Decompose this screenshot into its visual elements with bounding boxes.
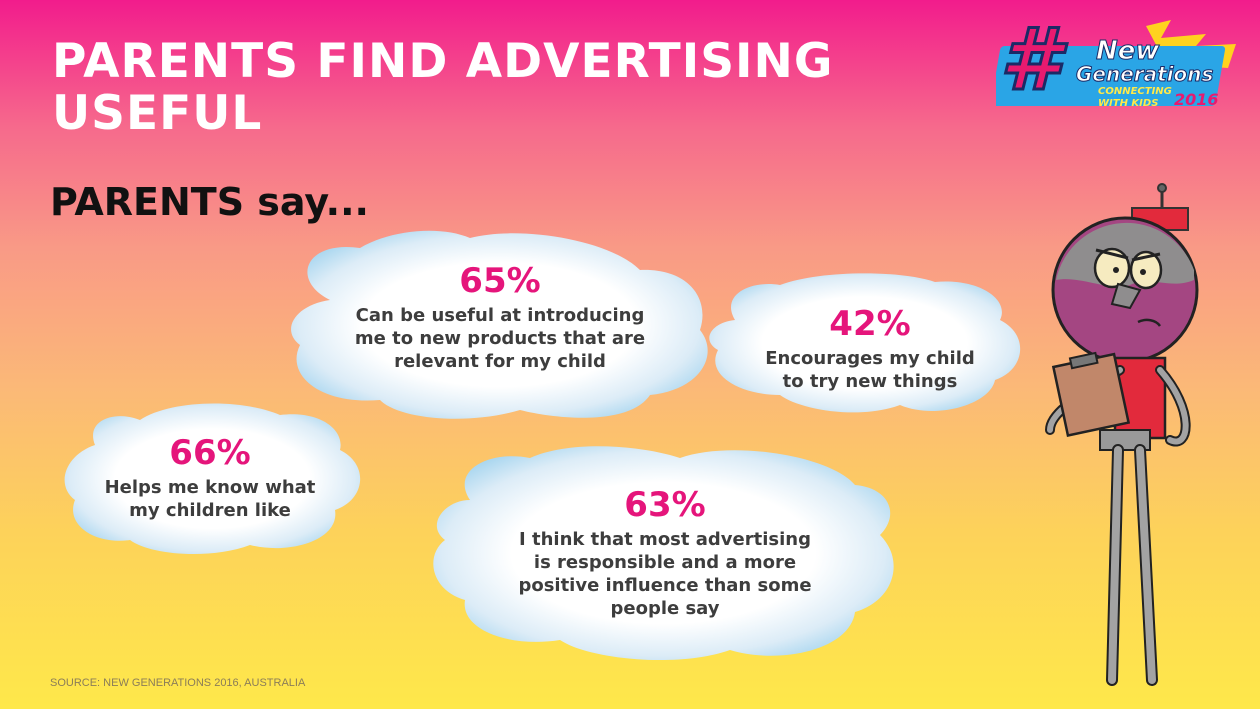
slide-subtitle: PARENTS say...	[50, 180, 369, 224]
cloud-text-line: is responsible and a more	[533, 552, 797, 573]
logo-connecting: CONNECTING	[1098, 86, 1172, 97]
source-note: SOURCE: NEW GENERATIONS 2016, AUSTRALIA	[50, 677, 306, 689]
new-generations-logo: # New Generations CONNECTING WITH KIDS 2…	[996, 9, 1241, 116]
cloud-66: 66% Helps me know what my children like	[80, 434, 340, 522]
logo-new: New	[1095, 36, 1160, 67]
cloud-text-line: positive influence than some	[518, 575, 812, 596]
slide-title: PARENTS FIND ADVERTISING USEFUL	[52, 36, 833, 140]
cloud-text-line: Helps me know what	[104, 477, 316, 498]
cloud-text-line: people say	[610, 598, 720, 619]
cloud-percent: 65%	[459, 261, 541, 301]
cloud-text-line: to try new things	[782, 371, 958, 392]
logo-with-kids: WITH KIDS	[1098, 98, 1159, 109]
title-line-1: PARENTS FIND ADVERTISING	[52, 34, 834, 89]
cloud-shape-63	[433, 446, 894, 661]
cloud-text-line: I think that most advertising	[519, 529, 811, 550]
title-line-2: USEFUL	[52, 86, 263, 141]
cloud-text-line: relevant for my child	[394, 351, 606, 372]
cloud-shape-42	[709, 273, 1021, 413]
cloud-percent: 66%	[169, 433, 251, 473]
cloud-text-line: me to new products that are	[354, 328, 646, 349]
cloud-42: 42% Encourages my child to try new thing…	[740, 305, 1000, 393]
cloud-text-line: Can be useful at introducing	[355, 305, 645, 326]
logo-background	[996, 20, 1236, 106]
cloud-percent: 63%	[624, 485, 706, 525]
logo-hash: #	[999, 9, 1062, 112]
character-illustration	[1045, 183, 1199, 686]
cloud-text-line: Encourages my child	[765, 348, 975, 369]
cloud-text-line: my children like	[129, 500, 291, 521]
cloud-65: 65% Can be useful at introducing me to n…	[330, 262, 670, 373]
cloud-percent: 42%	[829, 304, 911, 344]
logo-generations: Generations	[1075, 62, 1214, 87]
cloud-shape-66	[64, 403, 361, 555]
cloud-63: 63% I think that most advertising is res…	[490, 486, 840, 620]
cloud-shape-65	[291, 230, 708, 419]
logo-year: 2016	[1174, 90, 1219, 109]
